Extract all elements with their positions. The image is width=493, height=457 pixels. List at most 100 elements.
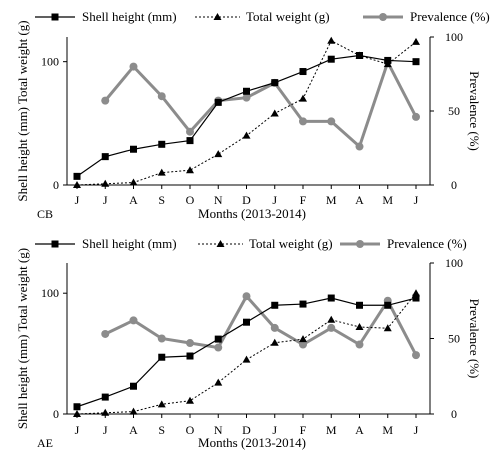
series-1-point-1: [101, 179, 110, 187]
series-1-point-0: [73, 181, 81, 188]
panel-label: AE: [37, 436, 53, 450]
x-tick-label-7: J: [272, 193, 277, 207]
series-1-point-10: [355, 323, 364, 331]
series-1-point-8: [299, 335, 307, 343]
x-tick-label-7: J: [272, 423, 277, 437]
legend-marker-1: [213, 13, 222, 20]
x-tick-label-9: M: [326, 423, 337, 437]
y2-tick-label-0: 0: [451, 407, 457, 421]
x-tick-label-3: S: [158, 423, 165, 437]
series-0-point-11: [384, 301, 392, 309]
series-2-point-8: [299, 117, 307, 126]
panel-label: CB: [37, 207, 53, 221]
y2-axis-title: Prevalence (%): [467, 71, 482, 151]
series-2-point-9: [327, 117, 336, 126]
chart-panel-1: Shell height (mm) Total weight (g) Prevale…: [15, 236, 482, 450]
y-axis-title: Shell height (mm) Total weight (g): [15, 248, 30, 429]
x-tick-label-8: F: [300, 193, 307, 207]
series-1-point-12: [412, 289, 420, 297]
series-1-point-9: [327, 315, 336, 323]
series-2-point-3: [157, 92, 166, 101]
series-1-point-7: [270, 338, 279, 346]
series-1-point-4: [186, 396, 194, 404]
series-0-point-6: [243, 318, 250, 326]
x-tick-label-4: O: [186, 193, 195, 207]
series-2-point-7: [270, 323, 279, 332]
x-tick-label-10: A: [355, 423, 364, 437]
x-tick-label-6: D: [242, 193, 251, 207]
series-0-point-5: [214, 335, 222, 343]
series-0-point-6: [243, 87, 250, 95]
series-0-point-1: [101, 153, 109, 161]
x-tick-label-5: N: [214, 423, 223, 437]
x-tick-label-0: J: [75, 193, 80, 207]
legend-label-0: Shell height (mm): [82, 9, 177, 24]
series-2-point-6: [242, 93, 251, 102]
series-0-point-9: [327, 55, 335, 63]
legend-label-2: Prevalence (%): [387, 236, 467, 251]
x-tick-label-3: S: [158, 193, 165, 207]
series-0-point-3: [158, 353, 166, 361]
series-2-point-1: [101, 96, 110, 105]
series-0-point-2: [130, 382, 137, 390]
series-0-point-4: [186, 137, 194, 145]
x-tick-label-11: M: [382, 423, 393, 437]
series-line-2: [104, 58, 418, 150]
series-2-point-8: [299, 340, 307, 349]
y-tick-label-1: 100: [41, 55, 59, 69]
series-0-point-10: [356, 52, 363, 59]
series-0-point-3: [158, 140, 166, 148]
series-2-point-10: [355, 340, 364, 349]
series-0-point-0: [73, 172, 81, 180]
x-tick-label-2: A: [129, 423, 138, 437]
series-0-point-12: [412, 58, 420, 66]
series-2-point-4: [186, 339, 194, 348]
legend-label-2: Prevalence (%): [410, 9, 490, 24]
series-2-point-10: [355, 142, 364, 151]
x-tick-label-11: M: [382, 193, 393, 207]
y2-tick-label-2: 100: [445, 256, 463, 270]
series-2-point-12: [412, 112, 420, 121]
y-tick-label-0: 0: [53, 178, 59, 192]
series-1-point-2: [129, 178, 138, 186]
x-tick-label-4: O: [186, 423, 195, 437]
y-tick-label-0: 0: [53, 407, 59, 421]
legend-marker-0: [51, 240, 59, 248]
series-line-0: [76, 297, 417, 408]
series-1-point-1: [101, 408, 110, 416]
series-0-point-8: [299, 68, 307, 76]
series-line-1: [76, 292, 417, 415]
series-1-point-3: [157, 168, 166, 176]
series-line-1: [76, 40, 417, 186]
y-axis-title: Shell height (mm) Total weight (g): [15, 20, 30, 201]
series-2-point-6: [242, 292, 251, 301]
y2-tick-label-1: 50: [448, 332, 460, 346]
series-0-point-7: [271, 301, 279, 309]
series-0-point-5: [214, 98, 222, 106]
series-2-point-2: [129, 62, 138, 71]
x-tick-label-8: F: [300, 423, 307, 437]
series-0-point-11: [384, 56, 392, 64]
chart-panel-0: Shell height (mm) Total weight (g) Prevale…: [15, 9, 490, 221]
series-2-point-5: [214, 343, 223, 352]
x-tick-label-0: J: [75, 423, 80, 437]
x-tick-label-12: J: [414, 193, 419, 207]
x-tick-label-5: N: [214, 193, 223, 207]
x-axis-title: Months (2013-2014): [198, 206, 306, 221]
series-1-point-3: [157, 400, 166, 408]
series-2-point-2: [129, 316, 138, 325]
series-0-point-12: [412, 294, 420, 302]
series-1-point-11: [383, 324, 392, 332]
series-2-point-3: [157, 334, 166, 343]
series-line-2: [104, 293, 418, 356]
series-0-point-9: [327, 294, 335, 302]
series-1-point-7: [270, 109, 279, 117]
legend-marker-2: [356, 240, 364, 248]
series-0-point-8: [299, 300, 307, 308]
x-tick-label-2: A: [129, 193, 138, 207]
series-1-point-8: [299, 94, 307, 102]
x-tick-label-9: M: [326, 193, 337, 207]
x-tick-label-1: J: [103, 423, 108, 437]
series-1-point-2: [129, 407, 138, 415]
x-tick-label-1: J: [103, 193, 108, 207]
